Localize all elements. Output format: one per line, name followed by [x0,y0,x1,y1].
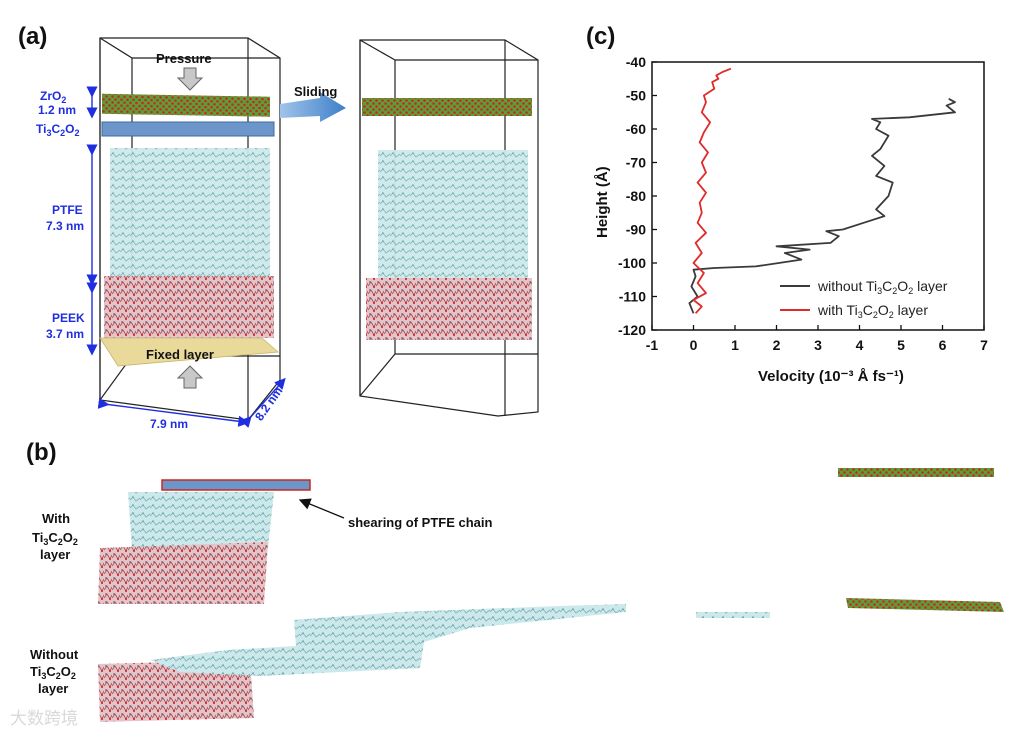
zro2-thickness: 1.2 nm [38,103,76,117]
peek-thickness: 3.7 nm [46,327,84,341]
y-tick-label: -40 [626,54,646,70]
peek-block-right [366,278,532,340]
series-line-with-layer [692,67,732,314]
ti3c2o2-layer [101,121,275,137]
ptfe-thickness: 7.3 nm [46,219,84,233]
x-tick-label: 3 [814,337,822,353]
ptfe-label: PTFE [52,203,83,217]
without-layer-structure [98,604,770,722]
svg-text:Ti3C2O2: Ti3C2O2 [32,530,78,547]
panel-label-a: (a) [18,23,47,50]
y-tick-label: -80 [626,188,646,204]
panel-label-c: (c) [586,23,615,50]
zro2-flake-bottom [846,598,1004,612]
x-tick-label: 2 [773,337,781,353]
y-axis-label: Height (Å) [594,166,611,238]
ti3c2o2-label: Ti3C2O2 [36,122,80,138]
dim-x-line [97,397,250,427]
legend-label-with: with Ti3C2O2 layer [817,302,928,320]
shearing-annotation: shearing of PTFE chain [348,515,493,530]
x-tick-label: -1 [646,337,659,353]
legend: without Ti3C2O2 layer with Ti3C2O2 layer [780,278,948,320]
dim-x-label: 7.9 nm [150,417,188,431]
x-axis-label: Velocity (10⁻³ Å fs⁻¹) [758,368,904,385]
svg-text:layer: layer [40,547,70,562]
zro2-label: ZrO2 [40,89,66,105]
fixed-layer [99,337,279,367]
x-tick-label: 1 [731,337,739,353]
x-tick-label: 7 [980,337,988,353]
fixed-layer-label: Fixed layer [146,347,214,362]
dim-y-label: 8.2 nm [252,384,285,423]
y-tick-label: -50 [626,88,646,104]
ptfe-block-left [110,148,270,276]
pressure-label: Pressure [156,51,212,66]
zro2-layer-left [102,93,270,117]
ptfe-block-right [378,150,528,278]
legend-label-without: without Ti3C2O2 layer [817,278,948,296]
pressure-arrow-up [176,365,204,389]
svg-text:Without: Without [30,647,79,662]
svg-text:With: With [42,511,70,526]
dim-y-line [240,377,286,428]
y-tick-label: -120 [618,322,646,338]
x-tick-label: 6 [939,337,947,353]
y-tick-label: -70 [626,155,646,171]
watermark: 大数跨境 [10,709,78,729]
peek-block-left [104,276,274,338]
without-layer-label: Without Ti3C2O2 layer [30,647,79,696]
y-tick-label: -100 [618,255,646,271]
x-tick-label: 4 [856,337,864,353]
panel-label-b: (b) [26,439,57,466]
sliding-arrow [280,92,346,122]
svg-text:layer: layer [38,681,68,696]
sliding-label: Sliding [294,84,337,99]
x-tick-label: 0 [690,337,698,353]
x-tick-label: 5 [897,337,905,353]
svg-text:Ti3C2O2: Ti3C2O2 [30,664,76,681]
pressure-arrow-down [176,67,204,91]
y-tick-label: -110 [619,289,646,305]
y-tick-label: -90 [626,222,646,238]
zro2-flake-top [838,468,994,477]
with-layer-label: With Ti3C2O2 layer [32,511,78,562]
y-tick-label: -60 [626,121,646,137]
velocity-height-chart: -40 -50 -60 -70 -80 -90 -100 -110 -120 -1 0 1 2 3 4 5 6… [594,54,988,385]
with-layer-structure [98,479,311,604]
peek-label: PEEK [52,311,85,325]
series-line-without-layer [688,98,956,314]
shearing-arrow [298,498,345,519]
zro2-layer-right [362,98,532,116]
